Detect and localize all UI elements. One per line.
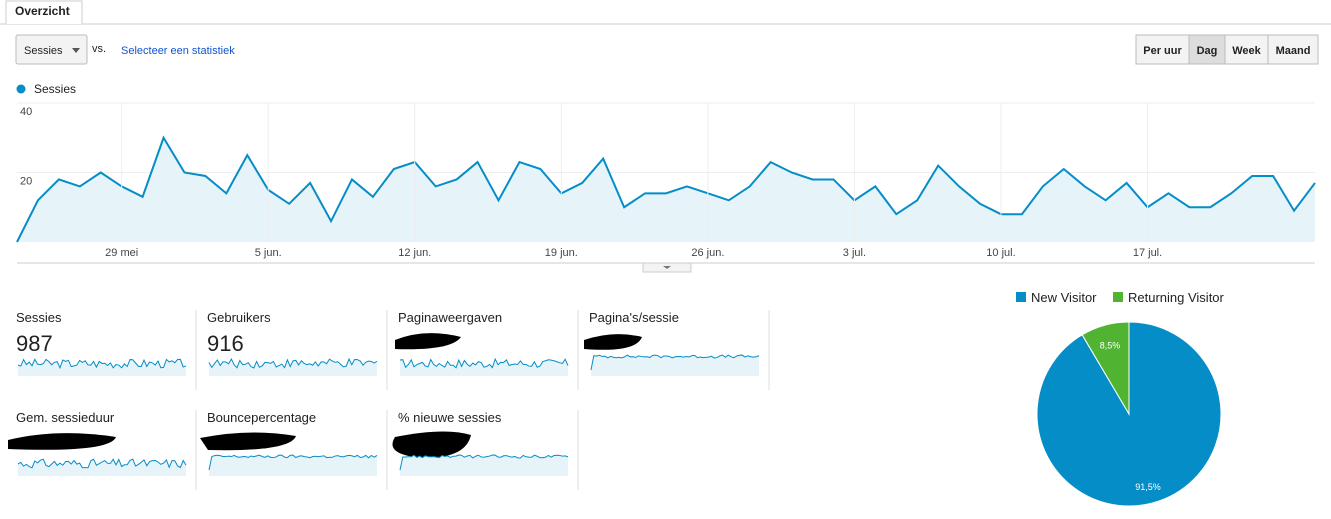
sparkline — [399, 357, 569, 369]
y-tick-label: 40 — [20, 106, 32, 118]
area — [17, 137, 1315, 242]
pie-slice — [1081, 321, 1130, 416]
legend-marker — [1016, 292, 1026, 302]
legend-label: New Visitor — [1031, 290, 1097, 305]
sparkline-area — [209, 359, 377, 376]
legend-marker — [1113, 292, 1123, 302]
legend-label: Sessies — [34, 82, 76, 96]
legend-label: Returning Visitor — [1128, 290, 1225, 305]
metric-label: Bouncepercentage — [207, 410, 316, 425]
metric-label: Gebruikers — [207, 310, 271, 325]
dropdown-arrow — [72, 48, 80, 53]
sparkline-area — [400, 455, 568, 476]
pie-label: 91,5% — [1135, 482, 1161, 492]
sparkline-area — [18, 359, 186, 376]
redacted — [584, 334, 642, 350]
sparkline-area — [209, 455, 377, 476]
range-button[interactable] — [1224, 34, 1269, 65]
sparkline — [17, 358, 187, 370]
select-link[interactable]: Selecteer een statistiek — [121, 45, 235, 57]
redacted — [200, 432, 296, 451]
x-tick-label: 26 jun. — [691, 247, 724, 259]
metric-value: 916 — [207, 331, 244, 356]
vs-text: vs. — [92, 43, 106, 55]
x-tick-label: 10 jul. — [986, 247, 1015, 259]
tab[interactable]: Overzicht — [15, 4, 70, 18]
range-button-label[interactable]: Week — [1232, 45, 1261, 57]
sparkline — [17, 458, 187, 469]
metric-label: Pagina's/sessie — [589, 310, 679, 325]
metric-label: Gem. sessieduur — [16, 410, 115, 425]
metric-label: Paginaweergaven — [398, 310, 502, 325]
metric-select-label[interactable]: Sessies — [24, 45, 63, 57]
redacted — [392, 431, 471, 458]
range-button-label[interactable]: Maand — [1276, 45, 1311, 57]
legend-marker — [16, 84, 26, 94]
x-tick-label: 3 jul. — [843, 247, 866, 259]
pie-label: 8,5% — [1100, 341, 1121, 351]
range-button-label[interactable]: Per uur — [1143, 45, 1182, 57]
range-button[interactable] — [1267, 34, 1319, 65]
metric-label: % nieuwe sessies — [398, 410, 502, 425]
x-tick-label: 19 jun. — [545, 247, 578, 259]
range-button[interactable] — [1188, 34, 1226, 65]
x-tick-label: 12 jun. — [398, 247, 431, 259]
metric-select[interactable] — [15, 34, 88, 65]
sparkline — [399, 454, 569, 471]
sparkline — [208, 454, 378, 471]
redacted — [395, 333, 461, 350]
sparkline — [590, 354, 760, 371]
line — [16, 135, 1316, 243]
range-button-label[interactable]: Dag — [1197, 45, 1218, 57]
range-button[interactable] — [1135, 34, 1190, 65]
tab-frame — [5, 0, 83, 24]
x-tick-label: 29 mei — [105, 247, 138, 259]
metric-label: Sessies — [16, 310, 62, 325]
redacted — [8, 433, 116, 450]
x-tick-label: 5 jun. — [255, 247, 282, 259]
expand-arrow — [663, 266, 671, 269]
pie-slice — [1036, 321, 1222, 507]
y-tick-label: 20 — [20, 176, 32, 188]
metric-value: 987 — [16, 331, 53, 356]
sparkline — [208, 357, 378, 369]
x-tick-label: 17 jul. — [1133, 247, 1162, 259]
sparkline-area — [591, 355, 759, 376]
